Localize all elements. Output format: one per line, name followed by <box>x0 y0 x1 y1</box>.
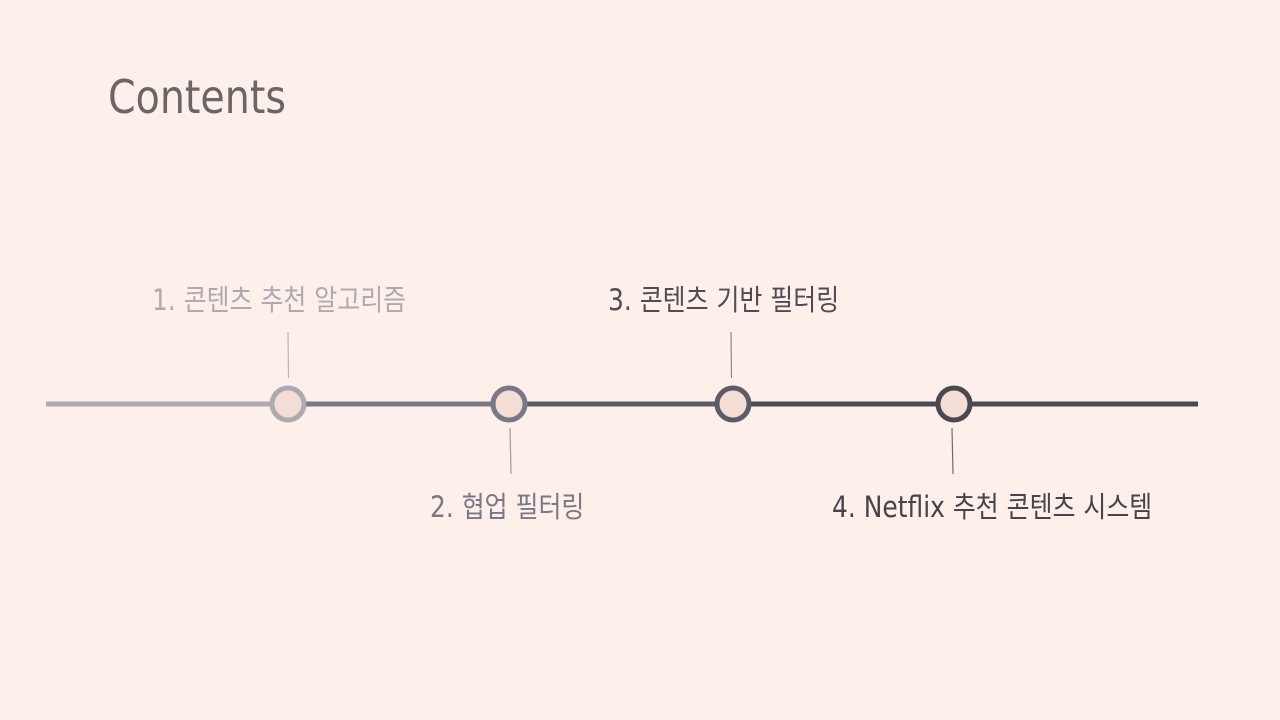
connector-1 <box>287 331 290 379</box>
connector-2 <box>509 427 512 475</box>
timeline-node-4 <box>935 385 973 423</box>
page-title: Contents <box>108 70 286 124</box>
connector-3 <box>730 331 733 379</box>
timeline-label-4: 4. Netflix 추천 콘텐츠 시스템 <box>832 490 1153 524</box>
timeline-node-1 <box>269 385 307 423</box>
timeline-node-2 <box>490 385 528 423</box>
connector-4 <box>951 427 954 475</box>
timeline-node-3 <box>714 385 752 423</box>
timeline-label-3: 3. 콘텐츠 기반 필터링 <box>608 283 840 317</box>
timeline-label-1: 1. 콘텐츠 추천 알고리즘 <box>152 283 407 317</box>
timeline-label-2: 2. 협업 필터링 <box>430 490 585 524</box>
